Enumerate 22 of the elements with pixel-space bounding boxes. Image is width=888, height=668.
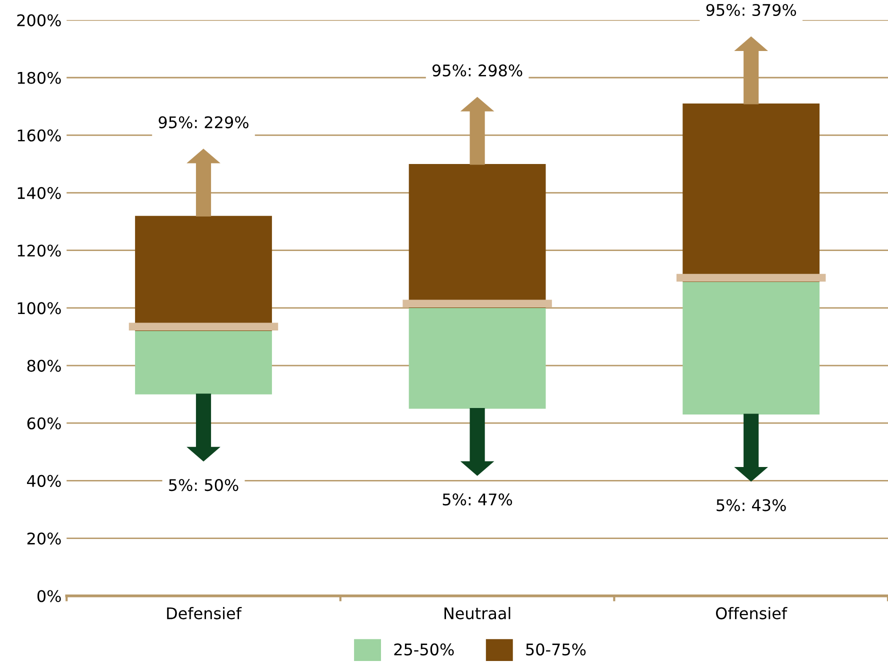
legend-label: 50-75% — [526, 643, 586, 656]
y-tick-label: 60% — [27, 417, 61, 430]
annotation: 5%: 50% — [169, 479, 238, 492]
x-tick-label: Defensief — [167, 606, 242, 620]
annotation: 95%: 229% — [158, 116, 248, 128]
y-tick-label: 160% — [18, 129, 61, 142]
legend-label: 25-50% — [394, 643, 454, 656]
x-tick-label: Offensief — [716, 606, 788, 620]
y-tick-label: 180% — [18, 72, 61, 84]
y-tick-label: 0% — [37, 590, 61, 602]
y-tick-label: 120% — [18, 244, 61, 257]
y-tick-label: 100% — [18, 302, 61, 314]
y-tick-label: 200% — [17, 14, 61, 26]
y-tick-label: 80% — [27, 360, 61, 372]
x-tick-label: Neutraal — [444, 606, 510, 620]
y-tick-label: 140% — [18, 187, 61, 200]
annotation: 5%: 47% — [442, 493, 512, 506]
y-tick-label: 40% — [27, 474, 61, 487]
y-tick-label: 20% — [27, 532, 61, 545]
annotation: 95%: 298% — [432, 64, 522, 76]
annotation: 5%: 43% — [716, 499, 786, 512]
text: 95%: 379% — [706, 4, 796, 16]
